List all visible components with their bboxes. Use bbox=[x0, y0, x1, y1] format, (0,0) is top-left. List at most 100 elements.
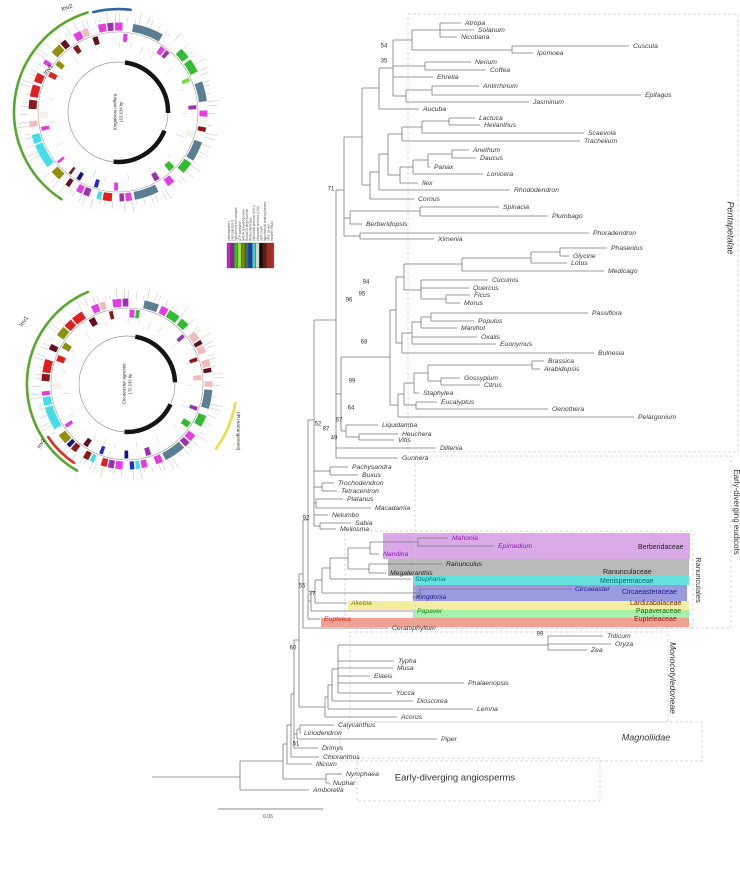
taxon-label: Lactuca bbox=[479, 115, 503, 122]
taxon-label: Oxalis bbox=[481, 334, 500, 341]
gene-tick bbox=[204, 84, 211, 87]
gene-segment bbox=[176, 318, 189, 331]
gene-segment bbox=[68, 166, 76, 175]
gene-tick bbox=[73, 57, 80, 64]
gene-tick bbox=[20, 83, 32, 88]
gene-tick bbox=[99, 200, 102, 205]
taxon-label: Buxus bbox=[362, 472, 381, 479]
inversion-arc bbox=[25, 290, 90, 472]
family-label: Circaeasteraceae bbox=[622, 589, 677, 596]
gene-tick bbox=[61, 446, 68, 454]
gene-tick bbox=[109, 468, 111, 473]
gene-tick bbox=[46, 43, 53, 51]
gene-segment bbox=[194, 81, 207, 103]
gene-segment bbox=[175, 48, 189, 62]
gene-tick bbox=[89, 462, 93, 471]
gene-segment bbox=[143, 300, 159, 313]
legend-label: photosystem II bbox=[231, 220, 235, 241]
gene-tick bbox=[124, 201, 126, 212]
legend-swatch bbox=[255, 242, 260, 269]
inversion-arc-label: Inv1 bbox=[19, 315, 31, 328]
gene-tick bbox=[166, 67, 173, 74]
taxon-label: Trachelium bbox=[584, 138, 617, 145]
taxon-label: Scaevola bbox=[588, 130, 616, 137]
gene-tick bbox=[143, 198, 146, 205]
gene-tick bbox=[81, 166, 86, 173]
taxon-label: Trochodendron bbox=[338, 480, 384, 487]
map-genome-size: 153,634 bp bbox=[119, 101, 124, 123]
gene-tick bbox=[25, 133, 31, 136]
gene-tick bbox=[30, 397, 43, 400]
gene-tick bbox=[135, 441, 138, 450]
gene-segment bbox=[61, 342, 72, 352]
support-value: 52 bbox=[315, 422, 322, 428]
gene-segment bbox=[125, 192, 133, 202]
taxon-label: Zea bbox=[590, 647, 603, 654]
gene-tick bbox=[30, 393, 42, 396]
gene-tick bbox=[157, 327, 162, 333]
gene-tick bbox=[56, 142, 63, 147]
gene-segment bbox=[99, 301, 107, 311]
taxon-label: Liquidamba bbox=[382, 422, 417, 429]
taxon-label: Epimedium bbox=[498, 543, 532, 550]
tree-branches bbox=[152, 22, 641, 791]
taxon-label: Nelumbo bbox=[332, 512, 359, 519]
taxon-label: Acorus bbox=[400, 714, 423, 721]
gene-tick bbox=[150, 51, 155, 58]
gene-tick bbox=[146, 17, 150, 27]
taxon-label: Populus bbox=[478, 318, 503, 325]
taxon-label: Morus bbox=[464, 300, 483, 307]
taxon-label: Aucuba bbox=[422, 106, 446, 113]
gene-segment bbox=[184, 128, 195, 138]
clade-labels: Pentapetalae Early-diverging eudicots Ranu… bbox=[395, 201, 740, 783]
gene-tick bbox=[83, 297, 89, 308]
ir-arc bbox=[124, 60, 171, 113]
gene-tick bbox=[30, 69, 38, 73]
gene-segment bbox=[184, 430, 196, 442]
gene-tick bbox=[138, 319, 140, 324]
gene-tick bbox=[70, 349, 76, 354]
support-value: 95 bbox=[359, 292, 366, 298]
gene-segment bbox=[60, 39, 71, 50]
highlight-box bbox=[348, 601, 689, 610]
clade-label: Pentapetalae bbox=[726, 201, 736, 254]
gene-segment bbox=[133, 184, 159, 200]
gene-tick bbox=[154, 292, 158, 303]
gene-segment bbox=[194, 412, 207, 427]
gene-tick bbox=[69, 412, 75, 417]
gene-segment bbox=[92, 36, 100, 46]
gene-tick bbox=[68, 189, 72, 194]
taxon-label: Plumbago bbox=[552, 213, 583, 220]
gene-tick bbox=[157, 24, 161, 32]
gene-tick bbox=[82, 459, 87, 465]
gene-tick bbox=[29, 155, 40, 162]
gene-segment bbox=[42, 396, 53, 407]
highlight-box bbox=[413, 610, 689, 618]
gene-tick bbox=[92, 296, 96, 305]
legend-label: RNA polymerase bbox=[249, 217, 253, 241]
gene-segment bbox=[186, 139, 203, 161]
gene-tick bbox=[28, 151, 38, 157]
gene-tick bbox=[167, 33, 171, 38]
taxon-label: Sabia bbox=[355, 520, 373, 527]
taxon-label: Daucus bbox=[480, 155, 504, 162]
gene-tick bbox=[127, 16, 129, 23]
gene-segment bbox=[193, 339, 203, 348]
gene-segment bbox=[102, 192, 113, 202]
gene-tick bbox=[96, 295, 100, 303]
legend-label: hypothetical reading frames bbox=[263, 201, 267, 241]
gene-tick bbox=[191, 440, 200, 448]
map-species-name: Circaeaster agrestis bbox=[122, 363, 127, 405]
gene-segment bbox=[56, 354, 66, 364]
gene-tick bbox=[131, 200, 135, 213]
gene-tick bbox=[185, 362, 190, 365]
gene-ring bbox=[37, 31, 199, 193]
legend-label: cytochrome b/f complex bbox=[234, 207, 238, 241]
taxon-label: Coffea bbox=[490, 67, 510, 74]
taxon-label: Quercus bbox=[473, 285, 499, 292]
gene-tick bbox=[143, 295, 145, 300]
clade-group-boxes bbox=[339, 13, 739, 802]
gene-tick bbox=[50, 323, 60, 331]
gene-segment bbox=[165, 309, 180, 323]
